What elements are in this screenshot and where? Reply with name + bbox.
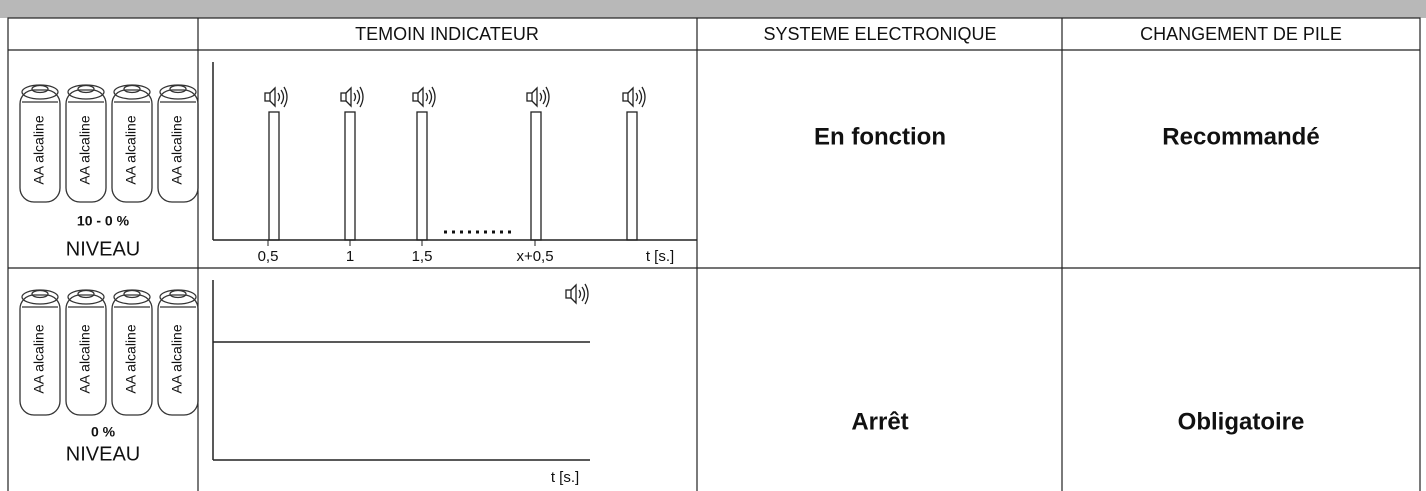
speaker-body — [526, 92, 533, 102]
speaker-wave — [542, 89, 547, 105]
table-border — [7, 17, 1421, 491]
battery-icon: AA alcaline — [157, 289, 199, 416]
speaker-wave — [359, 86, 364, 108]
battery-icon: AA alcaline — [111, 84, 153, 203]
pulse — [344, 111, 356, 241]
battery-label: AA alcaline — [169, 115, 185, 184]
battery-icon: AA alcaline — [65, 289, 107, 416]
pulse — [416, 111, 428, 241]
speaker-wave — [431, 86, 436, 108]
battery-label: AA alcaline — [31, 324, 47, 393]
speaker-cone — [269, 86, 276, 108]
speaker-wave — [356, 89, 361, 105]
tick-label: 1,5 — [412, 248, 433, 265]
speaker-wave — [428, 89, 433, 105]
header: CHANGEMENT DE PILE — [1140, 24, 1342, 44]
axis-label: t [s.] — [646, 248, 674, 265]
level-caption: NIVEAU — [66, 443, 140, 465]
speaker-wave — [638, 89, 643, 105]
battery-label: AA alcaline — [123, 324, 139, 393]
battery-shell — [65, 89, 107, 203]
pulse — [530, 111, 542, 241]
battery-label: AA alcaline — [77, 115, 93, 184]
tick-label: 1 — [346, 248, 354, 265]
battery-change: Obligatoire — [1178, 408, 1305, 435]
battery-terminal — [169, 289, 187, 299]
speaker-cone — [345, 86, 352, 108]
battery-label: AA alcaline — [169, 324, 185, 393]
speaker-wave — [641, 86, 646, 108]
speaker-icon — [340, 86, 364, 108]
speaker-cone — [531, 86, 538, 108]
speaker-wave — [280, 89, 285, 105]
speaker-body — [565, 289, 572, 299]
battery-shell — [157, 294, 199, 416]
battery-label: AA alcaline — [123, 115, 139, 184]
speaker-wave — [425, 92, 429, 102]
speaker-wave — [581, 286, 586, 302]
level-caption: NIVEAU — [66, 238, 140, 260]
speaker-cone — [627, 86, 634, 108]
speaker-cone — [570, 283, 577, 305]
battery-terminal — [77, 84, 95, 94]
level: 10 - 0 % — [77, 213, 130, 229]
speaker-wave — [539, 92, 543, 102]
battery-shell — [111, 294, 153, 416]
system-status: En fonction — [814, 123, 946, 150]
battery-terminal — [123, 289, 141, 299]
tick-label: x+0,5 — [516, 248, 553, 265]
speaker-icon — [622, 86, 646, 108]
battery-label: AA alcaline — [31, 115, 47, 184]
speaker-wave — [277, 92, 281, 102]
header: SYSTEME ELECTRONIQUE — [763, 24, 996, 44]
battery-icon: AA alcaline — [19, 84, 61, 203]
battery-terminal — [123, 84, 141, 94]
speaker-body — [340, 92, 347, 102]
tick-label: 0,5 — [258, 248, 279, 265]
battery-terminal — [31, 289, 49, 299]
speaker-icon — [526, 86, 550, 108]
speaker-icon — [412, 86, 436, 108]
speaker-wave — [578, 289, 582, 299]
pulse — [268, 111, 280, 241]
speaker-wave — [635, 92, 639, 102]
level: 0 % — [91, 424, 116, 440]
battery-change: Recommandé — [1162, 123, 1319, 150]
speaker-icon — [264, 86, 288, 108]
speaker-wave — [283, 86, 288, 108]
system-status: Arrêt — [851, 408, 908, 435]
battery-shell — [65, 294, 107, 416]
battery-label: AA alcaline — [77, 324, 93, 393]
generated: AA alcaline AA alcaline AA alcaline AA alca… — [19, 84, 646, 416]
battery-shell — [111, 89, 153, 203]
speaker-body — [412, 92, 419, 102]
speaker-body — [622, 92, 629, 102]
speaker-cone — [417, 86, 424, 108]
header: TEMOIN INDICATEUR — [355, 24, 539, 44]
speaker-wave — [584, 283, 589, 305]
speaker-icon — [565, 283, 589, 305]
battery-icon: AA alcaline — [111, 289, 153, 416]
battery-terminal — [169, 84, 187, 94]
battery-terminal — [31, 84, 49, 94]
battery-icon: AA alcaline — [157, 84, 199, 203]
axis-label: t [s.] — [551, 469, 579, 486]
title-band — [0, 0, 1426, 18]
battery-shell — [19, 89, 61, 203]
battery-icon: AA alcaline — [65, 84, 107, 203]
speaker-wave — [545, 86, 550, 108]
speaker-body — [264, 92, 271, 102]
battery-shell — [157, 89, 199, 203]
speaker-wave — [353, 92, 357, 102]
battery-terminal — [77, 289, 95, 299]
battery-shell — [19, 294, 61, 416]
pulse — [626, 111, 638, 241]
battery-icon: AA alcaline — [19, 289, 61, 416]
